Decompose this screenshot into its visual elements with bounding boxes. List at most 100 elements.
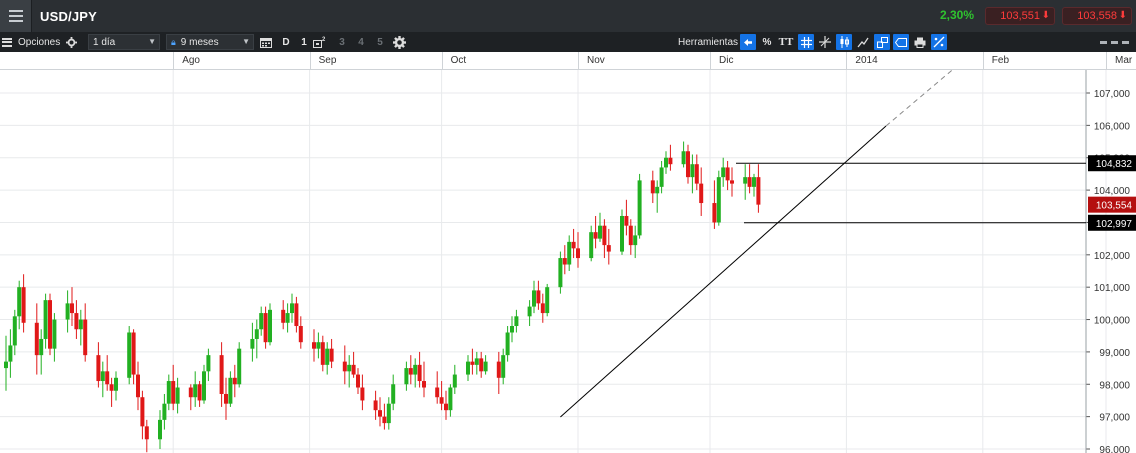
y-tick-label: 97,000 (1099, 413, 1130, 424)
candle-body (347, 364, 352, 372)
tools-label[interactable]: Herramientas (678, 36, 739, 48)
candle-body (316, 342, 321, 349)
candle-body (624, 215, 629, 226)
print-icon[interactable] (912, 34, 928, 50)
close-icon[interactable] (1122, 32, 1129, 52)
sparkle-tool-icon[interactable] (931, 34, 947, 50)
candle-body (593, 232, 598, 239)
candle-body (747, 177, 752, 187)
candle-body (136, 374, 140, 398)
candle-body (536, 290, 541, 304)
candle-body (140, 397, 145, 427)
view-1-button[interactable]: 1 (301, 36, 307, 48)
candle-body (716, 177, 721, 223)
candle-body (162, 403, 167, 420)
label-tag-icon[interactable] (893, 34, 909, 50)
calendar-icon[interactable] (258, 34, 274, 50)
grid-icon[interactable] (798, 34, 814, 50)
view-d-button[interactable]: D (282, 36, 290, 48)
minimize-icon[interactable] (1100, 32, 1107, 52)
candle-body (633, 235, 638, 246)
y-tick-label: 101,000 (1094, 283, 1131, 294)
month-label: Feb (991, 55, 1010, 66)
current-price-label: 103,554 (1096, 201, 1133, 212)
indicator-icon[interactable] (874, 34, 890, 50)
month-label: Ago (182, 55, 200, 66)
candle-body (562, 258, 567, 265)
candle-body (628, 225, 633, 246)
candle-body (606, 245, 611, 252)
current-price-label-box (1088, 196, 1136, 213)
interval-select[interactable]: 1 día ▼ (88, 34, 160, 50)
candle-body (540, 303, 545, 314)
month-label: Oct (450, 55, 467, 66)
list-icon (2, 37, 12, 47)
candle-body (435, 387, 440, 398)
options-menu[interactable]: Opciones (2, 32, 60, 52)
candle-body (567, 241, 572, 265)
candle-body (391, 384, 396, 404)
buy-price-button[interactable]: 103,558 ⬇ (1062, 7, 1132, 25)
candle-body (417, 364, 422, 382)
candle-body (206, 355, 211, 372)
candle-body (483, 361, 488, 372)
title-bar: USD/JPY 2,30% 103,551 ⬇ 103,558 ⬇ (0, 0, 1136, 32)
chart-svg: 96,000 97,000 98,000 99,000 100,000 101,000 10… (0, 70, 1136, 453)
chart-toolbar: Opciones 1 día ▼ 🔒︎ 9 meses ▼ D 1 2 3 4 … (0, 32, 1136, 52)
candle-body (12, 316, 17, 346)
candle-body (571, 241, 576, 249)
range-select[interactable]: 🔒︎ 9 meses ▼ (166, 34, 254, 50)
undo-icon[interactable] (740, 34, 756, 50)
candle-body (193, 384, 198, 398)
candle-body (650, 180, 655, 194)
candle-body (52, 319, 57, 349)
candle-body (545, 287, 550, 314)
options-label: Opciones (18, 36, 61, 48)
y-tick-label: 100,000 (1094, 316, 1131, 327)
view-3-button[interactable]: 3 (339, 36, 345, 48)
candle-body (496, 361, 501, 378)
candle-body (34, 322, 39, 356)
candle-body (228, 377, 233, 404)
candle-body (232, 377, 237, 385)
candle-body (602, 225, 607, 246)
view-4-button[interactable]: 4 (358, 36, 364, 48)
gear-icon[interactable] (391, 34, 407, 50)
crosshair-icon[interactable] (817, 34, 833, 50)
sell-price-button[interactable]: 103,551 ⬇ (985, 7, 1055, 25)
hamburger-menu-icon[interactable] (0, 0, 32, 32)
candle-body (131, 332, 136, 375)
candlestick-icon[interactable] (836, 34, 852, 50)
candle-body (444, 403, 448, 411)
candle-body (329, 348, 334, 362)
candle-body (188, 387, 193, 398)
gear-icon[interactable] (66, 32, 77, 52)
candle-body (470, 361, 475, 365)
candle-body (510, 326, 514, 333)
text-tool-button[interactable]: TT (778, 34, 794, 50)
y-tick-label: 102,000 (1094, 251, 1131, 262)
candle-body (17, 287, 22, 317)
candle-body (527, 306, 532, 317)
percent-button[interactable]: % (762, 36, 772, 48)
month-divider (846, 52, 848, 70)
candle-body (743, 177, 748, 184)
candle-body (712, 203, 717, 223)
candle-body (360, 387, 365, 401)
restore-icon[interactable] (1111, 32, 1118, 52)
candle-body (452, 374, 457, 388)
view-5-button[interactable]: 5 (377, 36, 383, 48)
compare-icon[interactable]: 2 (312, 34, 328, 50)
candle-body (281, 309, 286, 323)
candle-body (721, 167, 726, 178)
y-tick-label: 106,000 (1094, 121, 1131, 132)
drawing-tool-icon[interactable] (855, 34, 871, 50)
candle-body (8, 345, 13, 362)
month-divider (173, 52, 175, 70)
candle-body (197, 384, 202, 401)
candle-body (730, 180, 734, 184)
price-chart[interactable]: 96,000 97,000 98,000 99,000 100,000 101,000 10… (0, 70, 1136, 453)
candle-body (171, 381, 176, 404)
instrument-symbol: USD/JPY (40, 8, 98, 24)
